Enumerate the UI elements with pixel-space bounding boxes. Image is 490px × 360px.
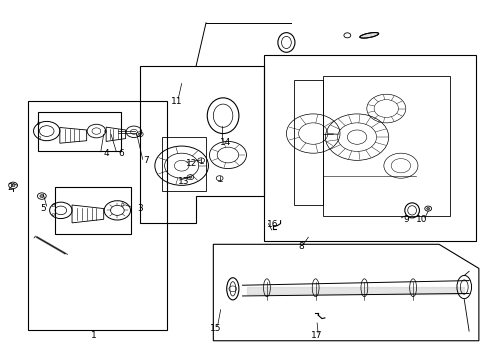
Text: 2: 2	[7, 183, 13, 192]
Ellipse shape	[360, 32, 379, 38]
Text: o: o	[37, 135, 40, 140]
Text: 16: 16	[267, 220, 278, 229]
Circle shape	[427, 207, 430, 210]
Text: 11: 11	[171, 97, 183, 106]
Circle shape	[189, 176, 192, 178]
Text: 12: 12	[186, 159, 197, 168]
Text: 3: 3	[137, 204, 143, 213]
Text: b: b	[52, 203, 55, 207]
Text: 7: 7	[144, 156, 149, 165]
Circle shape	[40, 195, 44, 198]
Text: 13: 13	[178, 177, 190, 186]
Text: b: b	[121, 202, 124, 207]
Text: 8: 8	[298, 242, 304, 251]
Text: b: b	[37, 121, 40, 126]
Text: 6: 6	[118, 149, 123, 158]
Text: 1: 1	[91, 331, 97, 340]
Text: 4: 4	[103, 149, 109, 158]
Text: 9: 9	[403, 215, 409, 224]
Text: 14: 14	[220, 138, 231, 147]
Text: o: o	[52, 212, 55, 217]
Text: 17: 17	[311, 331, 323, 340]
Circle shape	[138, 133, 141, 135]
Circle shape	[11, 184, 15, 187]
Text: o: o	[104, 129, 107, 134]
Text: 15: 15	[210, 324, 221, 333]
Text: 5: 5	[40, 204, 46, 213]
Text: 10: 10	[416, 215, 427, 224]
